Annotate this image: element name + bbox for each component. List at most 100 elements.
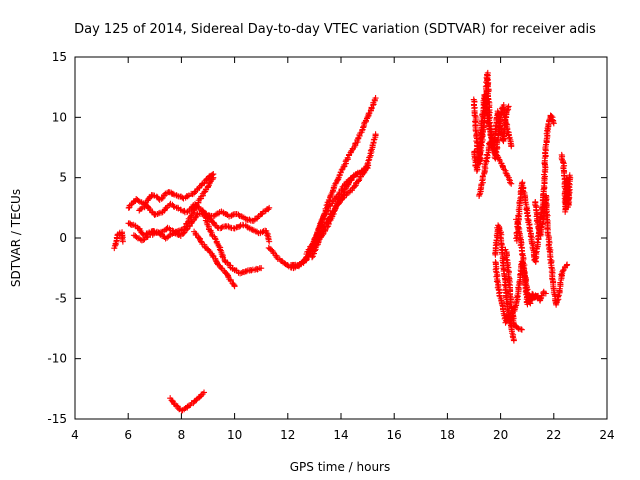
data-point: [322, 211, 329, 218]
y-tick-label: -10: [47, 352, 67, 366]
axis-ticks: [74, 56, 608, 420]
data-point: [316, 222, 323, 229]
plot-frame: [74, 56, 608, 420]
data-point: [507, 179, 514, 186]
data-point: [176, 231, 183, 238]
data-point: [566, 172, 573, 179]
data-point: [496, 156, 503, 163]
x-tick-label: 4: [71, 428, 79, 442]
data-point: [266, 238, 273, 245]
data-point: [515, 206, 522, 213]
x-tick-label: 16: [387, 428, 402, 442]
data-point: [311, 247, 318, 254]
data-point: [550, 119, 557, 126]
data-point: [184, 193, 191, 200]
data-point: [205, 183, 212, 190]
data-point: [209, 176, 216, 183]
data-point: [504, 104, 511, 111]
data-point: [312, 234, 319, 241]
data-point: [534, 239, 541, 246]
data-point: [192, 214, 199, 221]
data-point: [363, 165, 370, 172]
data-point: [248, 267, 255, 274]
x-tick-label: 14: [333, 428, 348, 442]
data-point: [201, 211, 208, 218]
data-point: [518, 326, 525, 333]
data-point: [523, 206, 530, 213]
data-point: [508, 180, 515, 187]
x-tick-label: 22: [546, 428, 561, 442]
data-point: [513, 229, 520, 236]
data-point: [372, 95, 379, 102]
data-point: [179, 230, 186, 237]
chart-title-text: Day 125 of 2014, Sidereal Day-to-day VTE…: [74, 22, 596, 37]
data-point: [505, 103, 512, 110]
x-tick-label: 10: [227, 428, 242, 442]
data-point: [339, 195, 346, 202]
data-point: [482, 104, 489, 111]
data-point: [515, 325, 522, 332]
data-point: [201, 389, 208, 396]
data-point: [558, 156, 565, 163]
data-point: [231, 283, 238, 290]
x-tick-label: 6: [124, 428, 132, 442]
data-point: [519, 251, 526, 258]
data-point: [243, 268, 250, 275]
data-point: [207, 228, 214, 235]
data-point: [544, 231, 551, 238]
data-point: [265, 206, 272, 213]
data-point: [161, 191, 168, 198]
data-point: [485, 98, 492, 105]
data-point: [364, 162, 371, 169]
data-point: [329, 211, 336, 218]
data-point: [213, 239, 220, 246]
y-tick-labels: -15 -10 -5 0 5 10 15: [47, 50, 67, 426]
data-point: [154, 211, 161, 218]
y-tick-label: 10: [52, 110, 67, 124]
data-point: [266, 204, 273, 211]
data-point: [501, 122, 508, 129]
data-point: [503, 256, 510, 263]
data-point: [360, 124, 367, 131]
data-point: [197, 238, 204, 245]
data-points: [111, 69, 574, 414]
data-point: [494, 137, 501, 144]
y-tick-label: 5: [59, 171, 67, 185]
x-tick-label: 8: [178, 428, 186, 442]
x-tick-label: 20: [493, 428, 508, 442]
x-tick-labels: 4 6 8 10 12 14 16 18 20 22 24: [71, 428, 614, 442]
data-point: [119, 238, 126, 245]
data-point: [315, 225, 322, 232]
data-point: [164, 234, 171, 241]
data-point: [478, 181, 485, 188]
data-point: [512, 303, 519, 310]
data-point: [241, 269, 248, 276]
data-point: [503, 107, 510, 114]
y-tick-label: -5: [55, 291, 67, 305]
data-point: [548, 113, 555, 120]
data-point: [219, 253, 226, 260]
x-tick-label: 18: [440, 428, 455, 442]
x-tick-label: 24: [599, 428, 614, 442]
data-point: [532, 249, 539, 256]
y-tick-label: 0: [59, 231, 67, 245]
data-point: [213, 211, 220, 218]
data-point: [508, 143, 515, 150]
data-point: [517, 326, 524, 333]
data-point: [264, 232, 271, 239]
data-point: [558, 271, 565, 278]
data-point: [246, 216, 253, 223]
data-point: [477, 136, 484, 143]
data-point: [216, 246, 223, 253]
data-point: [542, 290, 549, 297]
chart-title: Day 125 of 2014, Sidereal Day-to-day VTE…: [74, 22, 596, 37]
data-point: [506, 176, 513, 183]
data-point: [258, 265, 265, 272]
data-point: [365, 157, 372, 164]
data-point: [481, 96, 488, 103]
data-point: [564, 201, 571, 208]
data-point: [193, 211, 200, 218]
x-tick-label: 12: [280, 428, 295, 442]
data-point: [501, 166, 508, 173]
